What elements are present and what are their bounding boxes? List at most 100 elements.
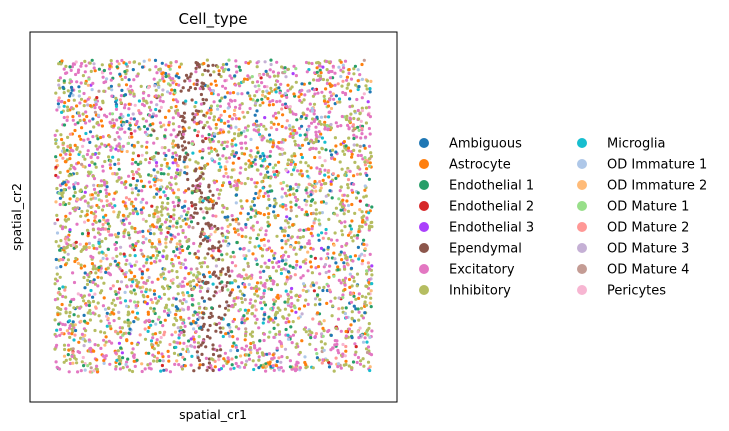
scatter-point	[165, 226, 169, 230]
scatter-point	[367, 265, 371, 269]
scatter-point	[169, 133, 173, 137]
scatter-point	[217, 368, 221, 372]
scatter-point	[221, 334, 225, 339]
scatter-point	[89, 69, 93, 73]
scatter-point	[314, 266, 318, 270]
scatter-point	[114, 246, 118, 251]
scatter-point	[261, 101, 265, 105]
scatter-point	[254, 101, 258, 105]
scatter-point	[153, 245, 157, 249]
scatter-point	[252, 367, 256, 372]
scatter-point	[57, 367, 62, 371]
scatter-point	[213, 230, 217, 234]
scatter-point	[95, 96, 99, 100]
scatter-point	[263, 282, 267, 286]
scatter-point	[154, 208, 158, 212]
scatter-point	[140, 102, 145, 106]
scatter-point	[294, 112, 298, 117]
scatter-point	[171, 155, 175, 159]
scatter-point	[140, 252, 144, 256]
scatter-point	[125, 119, 129, 124]
scatter-point	[172, 340, 176, 344]
scatter-point	[360, 294, 364, 298]
scatter-point	[82, 299, 86, 303]
scatter-point	[285, 275, 289, 279]
scatter-point	[158, 340, 162, 344]
scatter-point	[356, 330, 360, 334]
scatter-point	[111, 284, 115, 288]
scatter-point	[183, 79, 187, 83]
scatter-point	[281, 138, 285, 142]
scatter-point	[265, 248, 269, 252]
scatter-point	[227, 102, 231, 106]
scatter-point	[71, 324, 75, 328]
scatter-point	[85, 114, 89, 119]
scatter-point	[128, 236, 132, 240]
scatter-point	[185, 165, 189, 169]
scatter-point	[275, 60, 279, 64]
scatter-point	[109, 84, 113, 88]
scatter-point	[294, 266, 298, 270]
scatter-point	[344, 315, 348, 320]
scatter-point	[266, 97, 270, 101]
scatter-point	[229, 304, 233, 308]
scatter-point	[167, 354, 171, 359]
scatter-point	[173, 362, 177, 366]
scatter-point	[201, 311, 206, 315]
scatter-point	[325, 256, 329, 261]
scatter-point	[76, 370, 80, 374]
scatter-point	[309, 265, 313, 269]
scatter-point	[54, 138, 58, 142]
scatter-point	[137, 189, 141, 193]
scatter-point	[183, 171, 187, 175]
scatter-point	[218, 289, 222, 293]
scatter-point	[187, 225, 191, 229]
scatter-point	[114, 147, 118, 151]
scatter-point	[141, 65, 145, 69]
scatter-point	[99, 346, 103, 350]
scatter-point	[318, 68, 322, 72]
scatter-point	[215, 285, 219, 289]
scatter-point	[158, 121, 162, 125]
scatter-point	[136, 281, 140, 285]
scatter-point	[122, 234, 126, 239]
scatter-point	[67, 326, 72, 330]
scatter-point	[68, 303, 72, 307]
scatter-point	[289, 209, 293, 213]
scatter-point	[309, 284, 313, 288]
scatter-point	[238, 289, 242, 293]
scatter-point	[152, 359, 156, 363]
scatter-point	[222, 147, 226, 151]
scatter-point	[206, 64, 210, 68]
scatter-point	[220, 96, 224, 100]
scatter-point	[260, 97, 264, 101]
scatter-point	[288, 134, 292, 138]
scatter-point	[252, 203, 256, 207]
scatter-point	[139, 84, 143, 88]
scatter-point	[88, 370, 92, 374]
scatter-point	[177, 83, 181, 87]
scatter-point	[317, 150, 321, 154]
scatter-point	[300, 174, 304, 178]
scatter-point	[338, 160, 342, 164]
scatter-point	[249, 215, 253, 219]
scatter-point	[283, 191, 287, 195]
scatter-point	[97, 251, 101, 255]
scatter-point	[102, 80, 106, 85]
scatter-point	[102, 215, 106, 219]
scatter-point	[363, 160, 367, 164]
scatter-point	[238, 68, 242, 72]
scatter-point	[164, 71, 168, 76]
scatter-point	[260, 180, 264, 184]
scatter-point	[318, 222, 322, 226]
scatter-point	[214, 214, 218, 218]
scatter-point	[63, 288, 67, 292]
scatter-point	[280, 355, 284, 359]
scatter-point	[244, 146, 249, 151]
scatter-point	[208, 73, 213, 77]
scatter-point	[136, 300, 140, 304]
scatter-point	[248, 106, 252, 111]
scatter-point	[179, 265, 183, 270]
scatter-point	[357, 296, 361, 300]
scatter-point	[91, 222, 95, 226]
